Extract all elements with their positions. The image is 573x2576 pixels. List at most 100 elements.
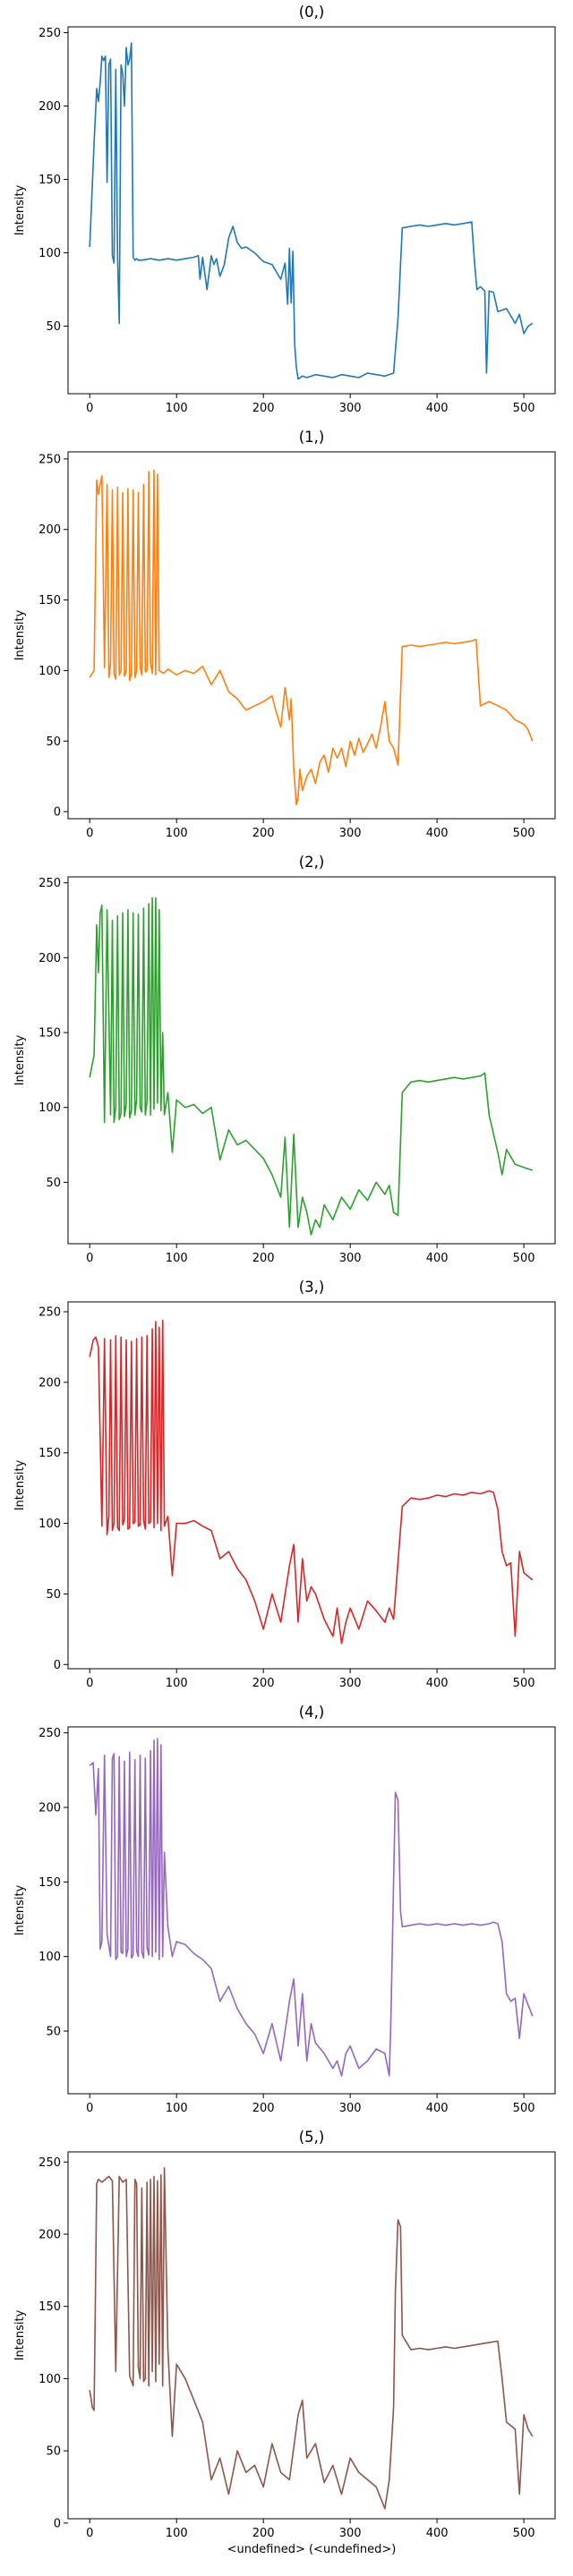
y-tick-label: 50 [46,1177,61,1190]
y-tick-label: 150 [38,2300,61,2314]
x-tick-label: 300 [339,827,362,840]
axes-frame [67,2151,556,2520]
y-tick-label: 50 [46,1588,61,1602]
y-tick-label: 50 [46,735,61,749]
y-tick-label: 50 [46,2445,61,2459]
series-line-0 [89,897,534,1236]
x-tick-label: 100 [166,1252,188,1265]
y-tick-label: 200 [38,100,61,114]
series-line-0 [89,1738,534,2077]
x-tick-label: 0 [86,827,93,840]
x-tick-label: 100 [166,2527,188,2540]
y-tick-label: 150 [38,1876,61,1890]
y-tick-label: 50 [46,2026,61,2039]
subplot-title: (5,) [299,2129,325,2146]
x-tick-label: 500 [513,1252,535,1265]
y-tick-label: 250 [38,1727,61,1740]
y-axis-label: Intensity [13,2309,27,2360]
y-tick-label: 150 [38,174,61,187]
subplot-0: (0,) 0 100 200 300 400 500 50 100 150 200 250 Intens… [13,4,556,415]
y-axis-label: Intensity [13,609,27,660]
y-axis-label: Intensity [13,1459,27,1510]
x-tick-label: 200 [252,2102,275,2115]
x-tick-label: 400 [426,2527,449,2540]
y-tick-label: 100 [38,1951,61,1964]
x-tick-label: 0 [86,1677,93,1690]
y-tick-label: 250 [38,2156,61,2170]
subplot-3: (3,) 0 100 200 300 400 500 0 50 100 150 200 250 Inten… [13,1279,556,1690]
series-line-0 [89,1319,534,1645]
subplot-title: (0,) [299,4,325,21]
x-tick-label: 400 [426,2102,449,2115]
x-tick-label: 200 [252,402,275,415]
y-tick-label: 250 [38,27,61,40]
y-tick-label: 100 [38,2373,61,2386]
y-tick-label: 250 [38,1306,61,1320]
subplot-4: (4,) 0 100 200 300 400 500 50 100 150 200 250 Intens… [13,1704,556,2115]
y-tick-label: 0 [54,2517,61,2530]
axes-frame [67,1301,556,1670]
x-tick-label: 400 [426,1252,449,1265]
subplot-title: (4,) [299,1704,325,1721]
series-line-0 [89,42,534,380]
axes-frame [67,451,556,820]
x-tick-label: 0 [86,2527,93,2540]
x-tick-label: 200 [252,827,275,840]
x-tick-label: 200 [252,2527,275,2540]
x-tick-label: 100 [166,1677,188,1690]
x-tick-label: 500 [513,402,535,415]
subplot-title: (2,) [299,854,325,871]
x-tick-label: 400 [426,402,449,415]
y-tick-label: 200 [38,1802,61,1815]
y-tick-label: 100 [38,247,61,260]
x-tick-label: 0 [86,2102,93,2115]
x-tick-label: 100 [166,827,188,840]
x-tick-label: 500 [513,2102,535,2115]
y-axis-label: Intensity [13,1034,27,1085]
y-tick-label: 150 [38,1447,61,1460]
y-tick-label: 0 [54,806,61,820]
x-tick-label: 400 [426,1677,449,1690]
y-tick-label: 100 [38,1518,61,1531]
subplot-title: (3,) [299,1279,325,1296]
axes-frame [67,26,556,395]
x-tick-label: 100 [166,2102,188,2115]
x-tick-label: 300 [339,402,362,415]
x-tick-label: 200 [252,1252,275,1265]
series-line-0 [89,2167,534,2510]
y-tick-label: 200 [38,523,61,537]
x-tick-label: 500 [513,2527,535,2540]
axes-frame [67,1726,556,2095]
x-tick-label: 300 [339,2102,362,2115]
y-axis-label: Intensity [13,1884,27,1935]
y-tick-label: 150 [38,1027,61,1041]
y-tick-label: 150 [38,594,61,608]
y-tick-label: 250 [38,453,61,466]
x-tick-label: 400 [426,827,449,840]
x-tick-label: 500 [513,1677,535,1690]
y-tick-label: 250 [38,877,61,890]
x-axis-label: <undefined> (<undefined>) [227,2543,397,2556]
subplot-1: (1,) 0 100 200 300 400 500 0 50 100 150 200 250 Inten… [13,429,556,840]
y-tick-label: 200 [38,1376,61,1390]
subplot-5: (5,) 0 100 200 300 400 500 0 50 100 150 200 250 Inten… [13,2129,556,2556]
y-axis-label: Intensity [13,184,27,235]
y-tick-label: 50 [46,320,61,334]
x-tick-label: 500 [513,827,535,840]
y-tick-label: 200 [38,2229,61,2242]
series-line-0 [89,469,534,806]
x-tick-label: 0 [86,1252,93,1265]
x-tick-label: 100 [166,402,188,415]
x-tick-label: 300 [339,2527,362,2540]
y-tick-label: 0 [54,1659,61,1672]
x-tick-label: 0 [86,402,93,415]
x-tick-label: 200 [252,1677,275,1690]
subplot-2: (2,) 0 100 200 300 400 500 50 100 150 200 250 Intens… [13,854,556,1265]
x-tick-label: 300 [339,1252,362,1265]
y-tick-label: 200 [38,952,61,965]
y-tick-label: 100 [38,1101,61,1115]
axes-frame [67,876,556,1245]
x-tick-label: 300 [339,1677,362,1690]
y-tick-label: 100 [38,665,61,678]
